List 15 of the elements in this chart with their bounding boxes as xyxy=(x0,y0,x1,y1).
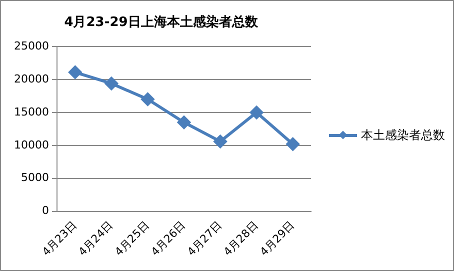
y-tick-label: 15000 xyxy=(14,105,49,118)
point xyxy=(177,116,190,129)
legend-label: 本土感染者总数 xyxy=(361,127,445,144)
y-tick-label: 10000 xyxy=(14,138,49,152)
y-tick-label: 25000 xyxy=(14,39,49,52)
point xyxy=(214,134,227,148)
chart-title: 4月23-29日上海本土感染者总数 xyxy=(64,14,259,30)
y-tick-label: 5000 xyxy=(20,171,49,184)
y-tick-label: 0 xyxy=(42,204,49,218)
point xyxy=(68,66,82,79)
y-tick-label: 20000 xyxy=(14,72,49,86)
point xyxy=(286,138,300,151)
point xyxy=(141,92,154,106)
point xyxy=(104,76,118,90)
point xyxy=(250,106,264,119)
